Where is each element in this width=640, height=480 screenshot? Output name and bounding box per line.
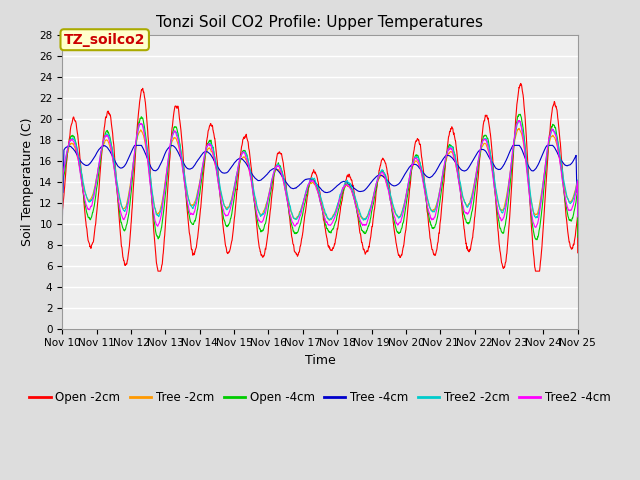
X-axis label: Time: Time — [305, 354, 335, 367]
Text: TZ_soilco2: TZ_soilco2 — [64, 33, 145, 47]
Y-axis label: Soil Temperature (C): Soil Temperature (C) — [20, 118, 34, 246]
Title: Tonzi Soil CO2 Profile: Upper Temperatures: Tonzi Soil CO2 Profile: Upper Temperatur… — [157, 15, 483, 30]
Legend: Open -2cm, Tree -2cm, Open -4cm, Tree -4cm, Tree2 -2cm, Tree2 -4cm: Open -2cm, Tree -2cm, Open -4cm, Tree -4… — [25, 386, 615, 408]
